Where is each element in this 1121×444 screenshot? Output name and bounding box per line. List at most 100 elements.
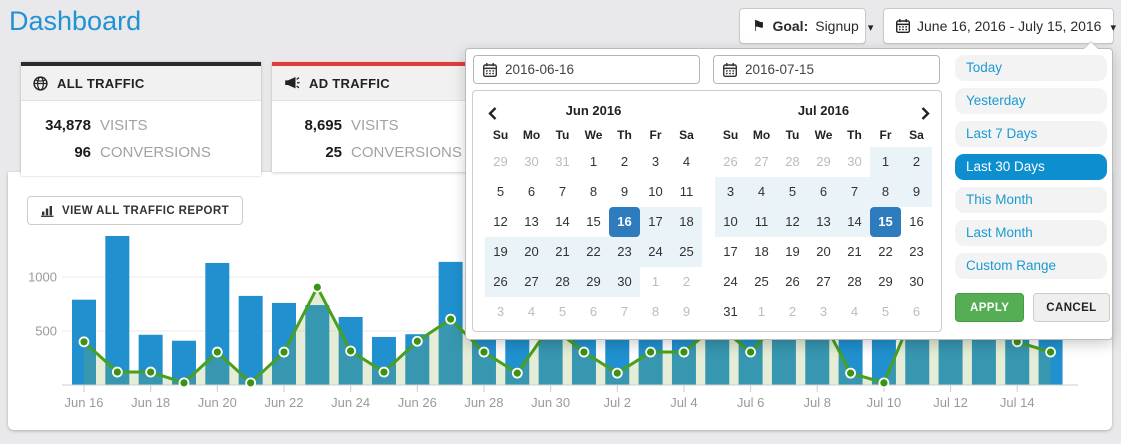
goal-selector-button[interactable]: Goal: Signup (739, 8, 866, 44)
calendar-day[interactable]: 29 (578, 267, 609, 297)
preset-last-7-days[interactable]: Last 7 Days (955, 121, 1107, 147)
calendar-day[interactable]: 2 (620, 154, 629, 169)
calendar-day[interactable]: 20 (516, 237, 547, 267)
calendar-day[interactable]: 25 (754, 274, 769, 289)
preset-custom-range[interactable]: Custom Range (955, 253, 1107, 279)
calendar-day[interactable]: 1 (651, 274, 660, 289)
calendar-day[interactable]: 18 (754, 244, 769, 259)
calendar-day[interactable]: 13 (808, 207, 839, 237)
calendar-day[interactable]: 1 (589, 154, 598, 169)
cancel-button[interactable]: CANCEL (1033, 293, 1110, 322)
calendar-day[interactable]: 14 (555, 214, 570, 229)
calendar-day[interactable]: 3 (819, 304, 828, 319)
calendar-day[interactable]: 30 (847, 154, 862, 169)
calendar-day[interactable]: 4 (527, 304, 536, 319)
preset-last-30-days[interactable]: Last 30 Days (955, 154, 1107, 180)
calendar-day[interactable]: 29 (816, 154, 831, 169)
calendar-day[interactable]: 6 (912, 304, 921, 319)
calendar-day[interactable]: 7 (558, 184, 567, 199)
preset-last-month[interactable]: Last Month (955, 220, 1107, 246)
calendar-day[interactable]: 12 (493, 214, 508, 229)
calendar-day[interactable]: 1 (757, 304, 766, 319)
start-date-input[interactable]: 2016-06-16 (473, 55, 700, 84)
calendar-day[interactable]: 17 (640, 207, 671, 237)
calendar-day[interactable]: 8 (870, 177, 901, 207)
calendar-day[interactable]: 14 (839, 207, 870, 237)
calendar-day[interactable]: 16 (609, 207, 640, 237)
calendar-day[interactable]: 6 (589, 304, 598, 319)
calendar-day[interactable]: 28 (847, 274, 862, 289)
calendar-day[interactable]: 18 (671, 207, 702, 237)
all-traffic-card[interactable]: ALL TRAFFIC 34,878 VISITS 96 CONVERSIONS (21, 62, 261, 176)
preset-today[interactable]: Today (955, 55, 1107, 81)
calendar-day[interactable]: 2 (901, 147, 932, 177)
calendar-day[interactable]: 3 (715, 177, 746, 207)
end-date-input[interactable]: 2016-07-15 (713, 55, 940, 84)
apply-button[interactable]: APPLY (955, 293, 1025, 322)
calendar-day[interactable]: 6 (808, 177, 839, 207)
calendar-day[interactable]: 17 (723, 244, 738, 259)
calendar-day[interactable]: 19 (785, 244, 800, 259)
calendar-day[interactable]: 8 (589, 184, 598, 199)
calendar-day[interactable]: 22 (578, 237, 609, 267)
calendar-day[interactable]: 26 (785, 274, 800, 289)
calendar-day[interactable]: 11 (679, 184, 694, 199)
calendar-day[interactable]: 20 (816, 244, 831, 259)
calendar-day[interactable]: 7 (620, 304, 629, 319)
calendar-day[interactable]: 21 (847, 244, 862, 259)
calendar-day[interactable]: 26 (723, 154, 738, 169)
calendar-day[interactable]: 6 (527, 184, 536, 199)
calendar-day[interactable]: 11 (746, 207, 777, 237)
preset-yesterday[interactable]: Yesterday (955, 88, 1107, 114)
calendar-day[interactable]: 25 (671, 237, 702, 267)
calendar-day[interactable]: 29 (493, 154, 508, 169)
calendar-day[interactable]: 13 (524, 214, 539, 229)
calendar-day[interactable]: 27 (516, 267, 547, 297)
calendar-day[interactable]: 3 (651, 154, 660, 169)
calendar-day[interactable]: 27 (754, 154, 769, 169)
calendar-day[interactable]: 26 (485, 267, 516, 297)
calendar-day[interactable]: 15 (870, 207, 901, 237)
calendar-day[interactable]: 8 (651, 304, 660, 319)
calendar-day[interactable]: 23 (609, 237, 640, 267)
calendar-day[interactable]: 21 (547, 237, 578, 267)
calendar-day[interactable]: 12 (777, 207, 808, 237)
calendar-day[interactable]: 30 (524, 154, 539, 169)
calendar-day[interactable]: 1 (870, 147, 901, 177)
calendar-day[interactable]: 27 (816, 274, 831, 289)
calendar-day[interactable]: 4 (746, 177, 777, 207)
calendar-day[interactable]: 29 (878, 274, 893, 289)
calendar-day[interactable]: 24 (640, 237, 671, 267)
calendar-day[interactable]: 31 (555, 154, 570, 169)
calendar-day[interactable]: 30 (909, 274, 924, 289)
calendar-day[interactable]: 4 (850, 304, 859, 319)
calendar-day[interactable]: 5 (881, 304, 890, 319)
view-all-traffic-report-button[interactable]: VIEW ALL TRAFFIC REPORT (27, 196, 243, 225)
calendar-day[interactable]: 28 (547, 267, 578, 297)
calendar-day[interactable]: 4 (682, 154, 691, 169)
calendar-day[interactable]: 5 (496, 184, 505, 199)
calendar-day[interactable]: 9 (620, 184, 629, 199)
calendar-day[interactable]: 24 (723, 274, 738, 289)
calendar-day[interactable]: 30 (609, 267, 640, 297)
calendar-day[interactable]: 23 (909, 244, 924, 259)
calendar-day[interactable]: 2 (682, 274, 691, 289)
date-range-button[interactable]: June 16, 2016 - July 15, 2016 (883, 8, 1114, 44)
calendar-day[interactable]: 5 (777, 177, 808, 207)
prev-month-button[interactable] (485, 103, 499, 128)
calendar-day[interactable]: 5 (558, 304, 567, 319)
calendar-day[interactable]: 10 (648, 184, 663, 199)
calendar-day[interactable]: 9 (682, 304, 691, 319)
preset-this-month[interactable]: This Month (955, 187, 1107, 213)
calendar-day[interactable]: 7 (839, 177, 870, 207)
next-month-button[interactable] (918, 103, 932, 128)
calendar-day[interactable]: 19 (485, 237, 516, 267)
calendar-day[interactable]: 10 (715, 207, 746, 237)
calendar-day[interactable]: 16 (909, 214, 924, 229)
calendar-day[interactable]: 3 (496, 304, 505, 319)
calendar-day[interactable]: 15 (586, 214, 601, 229)
calendar-day[interactable]: 2 (788, 304, 797, 319)
calendar-day[interactable]: 9 (901, 177, 932, 207)
calendar-day[interactable]: 28 (785, 154, 800, 169)
calendar-day[interactable]: 31 (723, 304, 738, 319)
